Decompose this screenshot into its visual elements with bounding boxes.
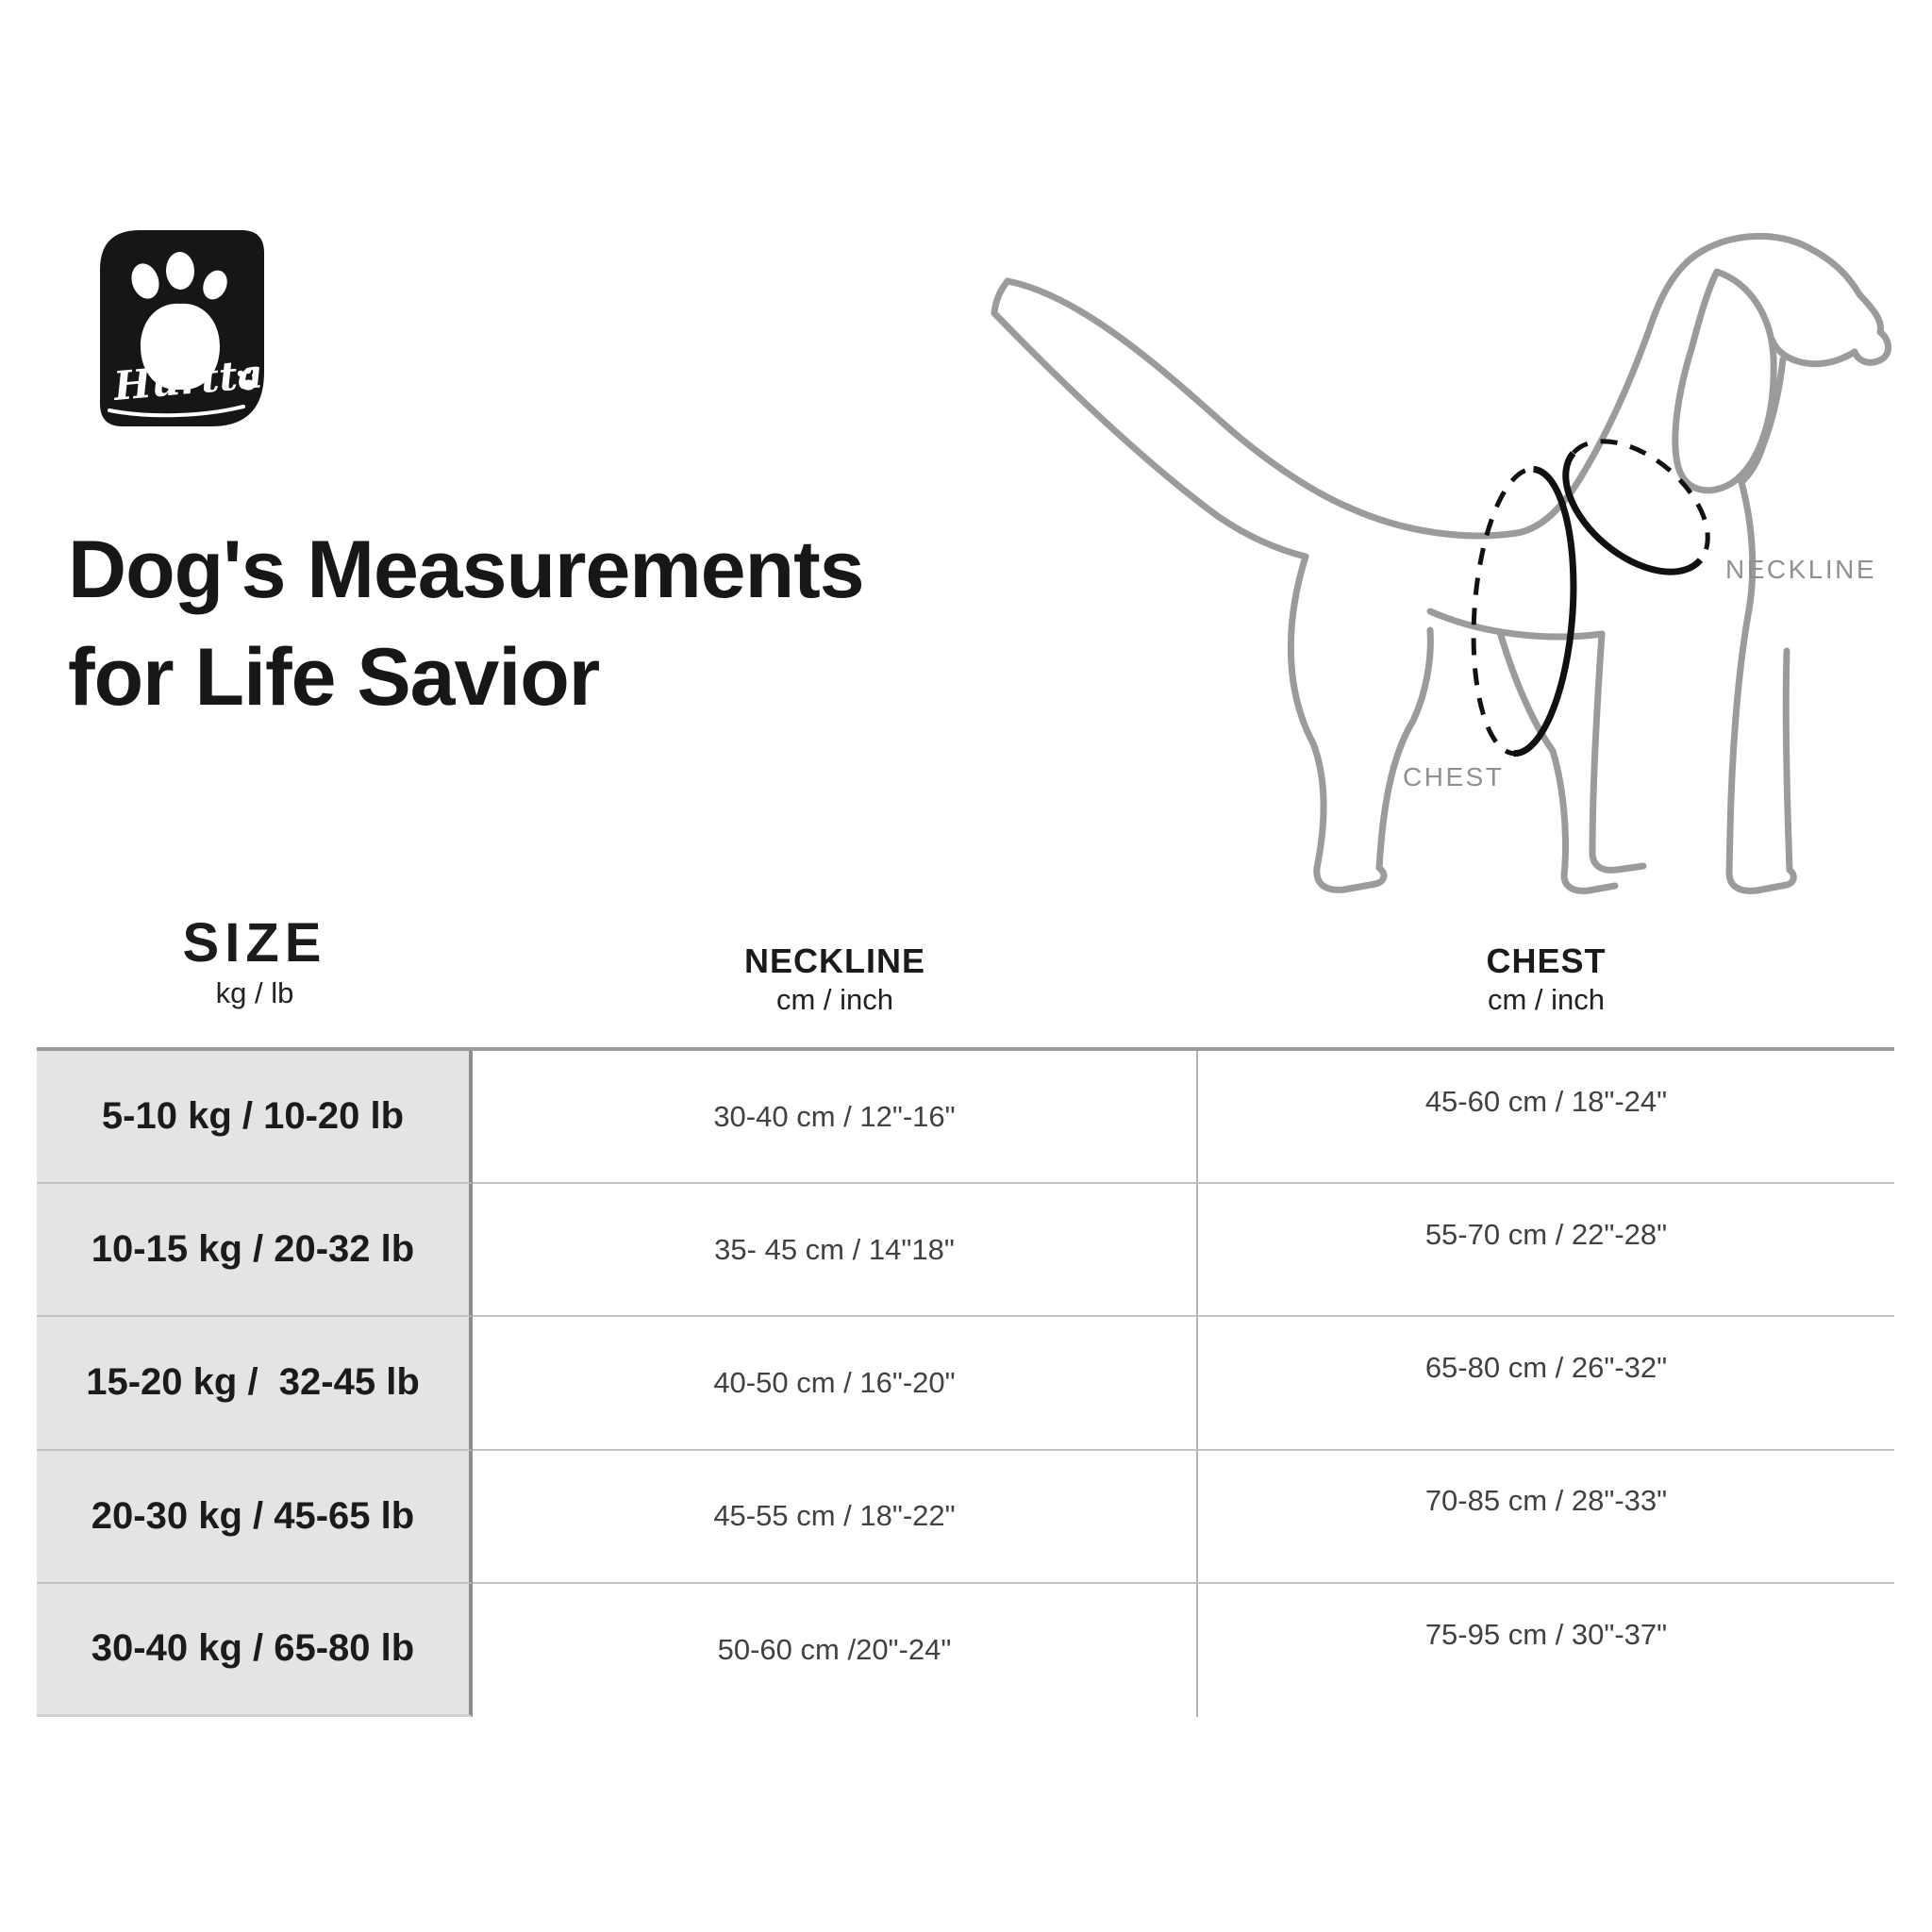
page-title-line1: Dog's Measurements [68, 525, 865, 615]
paw-print-icon [131, 252, 227, 391]
neckline-cell: 50-60 cm /20"-24" [717, 1633, 952, 1667]
table-row: 15-20 kg / 32-45 lb [37, 1317, 473, 1451]
table-row: 75-95 cm / 30"-37" [1198, 1584, 1894, 1717]
chest-diagram-label: CHEST [1403, 762, 1505, 791]
table-row: 45-60 cm / 18"-24" [1198, 1051, 1894, 1185]
chest-cell: 55-70 cm / 22"-28" [1424, 1217, 1668, 1251]
size-cell: 15-20 kg / 32-45 lb [86, 1361, 420, 1404]
chest-cell: 70-85 cm / 28"-33" [1424, 1484, 1668, 1518]
size-header-label: SIZE [182, 912, 327, 974]
chest-header-unit: cm / inch [1487, 983, 1606, 1016]
hurtta-logo: Hurtta [100, 230, 264, 426]
chest-cell: 45-60 cm / 18"-24" [1424, 1084, 1668, 1118]
table-row: 55-70 cm / 22"-28" [1198, 1184, 1894, 1318]
table-row: 30-40 kg / 65-80 lb [37, 1583, 473, 1717]
table-row: 10-15 kg / 20-32 lb [37, 1184, 473, 1318]
size-cell: 5-10 kg / 10-20 lb [101, 1095, 405, 1138]
size-cell: 20-30 kg / 45-65 lb [91, 1494, 415, 1537]
chest-cell: 75-95 cm / 30"-37" [1424, 1618, 1668, 1652]
page-title: Dog's Measurements for Life Savior [68, 517, 1011, 731]
table-row: 50-60 cm /20"-24" [473, 1583, 1198, 1717]
column-header-chest: CHEST cm / inch [1198, 941, 1894, 1017]
neckline-cell: 40-50 cm / 16"-20" [713, 1365, 956, 1399]
chest-header-label: CHEST [1486, 941, 1607, 980]
table-row: 70-85 cm / 28"-33" [1198, 1451, 1894, 1584]
page-title-line2: for Life Savior [68, 631, 600, 723]
size-cell: 10-15 kg / 20-32 lb [91, 1228, 415, 1271]
chest-cell: 65-80 cm / 26"-32" [1424, 1350, 1668, 1384]
chest-measure-ellipse [1471, 465, 1577, 758]
dog-illustration [991, 232, 1892, 894]
neckline-diagram-label: NECKLINE [1725, 555, 1877, 584]
table-row: 40-50 cm / 16"-20" [473, 1317, 1198, 1451]
column-header-neckline: NECKLINE cm / inch [473, 941, 1197, 1017]
size-cell: 30-40 kg / 65-80 lb [91, 1627, 415, 1670]
table-row: 45-55 cm / 18"-22" [473, 1450, 1198, 1584]
table-row: 5-10 kg / 10-20 lb [37, 1051, 473, 1185]
table-row: 30-40 cm / 12"-16" [473, 1051, 1198, 1185]
neckline-cell: 45-55 cm / 18"-22" [713, 1499, 956, 1533]
table-row: 20-30 kg / 45-65 lb [37, 1450, 473, 1584]
table-row: 35- 45 cm / 14"18" [473, 1184, 1198, 1318]
table-row: 65-80 cm / 26"-32" [1198, 1317, 1894, 1451]
neckline-header-unit: cm / inch [775, 983, 894, 1016]
neckline-cell: 30-40 cm / 12"-16" [713, 1099, 956, 1133]
size-header-unit: kg / lb [215, 976, 294, 1009]
neckline-header-label: NECKLINE [743, 941, 925, 980]
neckline-cell: 35- 45 cm / 14"18" [714, 1232, 955, 1266]
size-chart-table: 5-10 kg / 10-20 lb 30-40 cm / 12"-16" 45… [37, 1047, 1894, 1717]
column-header-size: SIZE kg / lb [37, 911, 473, 1010]
neckline-measure-ellipse [1562, 439, 1710, 575]
